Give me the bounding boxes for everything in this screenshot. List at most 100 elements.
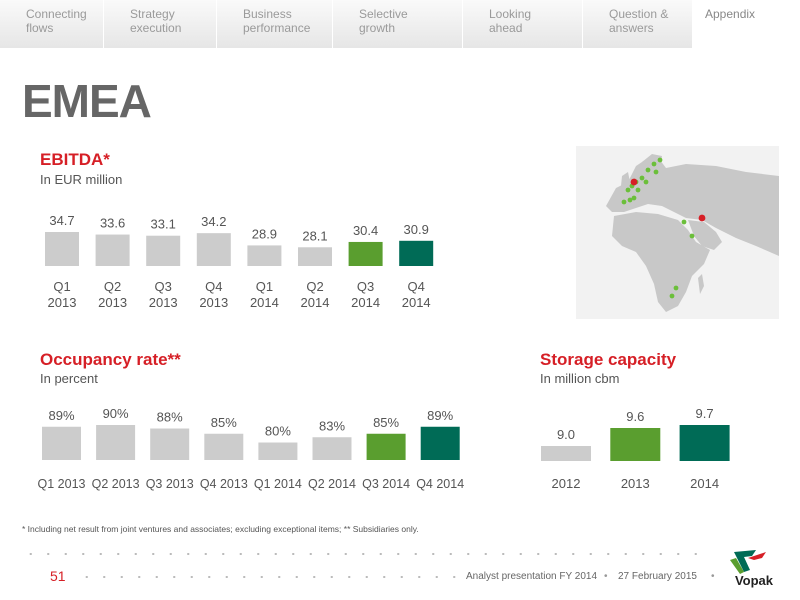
terminal-dot [639, 175, 645, 181]
ebitda-value-label: 33.1 [151, 217, 176, 232]
terminal-dot [635, 187, 641, 193]
occupancy-value-label: 85% [211, 415, 237, 430]
occupancy-bar [42, 426, 81, 460]
africa-land [612, 212, 710, 312]
storage-category-label: 2012 [552, 476, 581, 491]
storage-bar [541, 446, 591, 461]
ebitda-bar [298, 247, 332, 266]
ebitda-value-label: 33.6 [100, 216, 125, 231]
occupancy-value-label: 88% [157, 410, 183, 425]
occupancy-value-label: 80% [265, 424, 291, 439]
tab-question-answers[interactable]: Question & answers [583, 0, 693, 48]
occupancy-category-label: Q4 2013 [200, 477, 248, 491]
terminal-markers [621, 157, 706, 299]
emea-map-drawing [606, 154, 779, 312]
storage-bar [679, 425, 730, 461]
occupancy-category-label: Q4 2014 [416, 477, 464, 491]
ebitda-category-label: 2013 [199, 295, 228, 310]
terminal-dot [621, 199, 627, 205]
tab-label: Connecting [26, 7, 87, 21]
page-title: EMEA [22, 75, 152, 127]
uk-land [621, 172, 630, 190]
tab-label: performance [243, 21, 311, 35]
ebitda-category-label: Q1 [53, 279, 70, 294]
occupancy-bar [366, 433, 406, 460]
tab-label: Business [243, 7, 292, 21]
vopak-logo-mark: Vopak [730, 550, 774, 588]
ebitda-category-label: Q3 [155, 279, 172, 294]
storage-title: Storage capacity [540, 350, 677, 369]
tab-business-performance[interactable]: Business performance [217, 0, 333, 48]
ebitda-value-label: 30.4 [353, 223, 378, 238]
storage-category-label: 2013 [621, 476, 650, 491]
tab-label: Looking [489, 7, 532, 21]
ebitda-bar [348, 241, 383, 266]
tab-label: Appendix [705, 7, 756, 21]
tab-connecting-flows[interactable]: Connecting flows [0, 0, 104, 48]
madagascar-land [698, 274, 704, 294]
emea-map [576, 146, 779, 319]
occupancy-value-label: 90% [103, 406, 129, 421]
tab-label: Selective [359, 7, 408, 21]
rotterdam-marker [630, 178, 638, 186]
occupancy-category-label: Q3 2013 [146, 477, 194, 491]
occupancy-value-label: 89% [427, 408, 453, 423]
tab-label: Strategy [130, 7, 175, 21]
ebitda-bar [399, 240, 434, 266]
storage-value-label: 9.0 [557, 427, 575, 442]
ebitda-bar [45, 232, 79, 266]
ebitda-category-label: 2014 [402, 295, 431, 310]
ebitda-category-label: 2014 [301, 295, 330, 310]
ebitda-bar [146, 235, 181, 266]
terminal-dot [631, 195, 637, 201]
ebitda-category-label: Q2 [306, 279, 323, 294]
footer-separator: • [604, 571, 608, 582]
tab-label: ahead [489, 21, 523, 35]
terminal-dot [645, 167, 651, 173]
ebitda-category-label: Q2 [104, 279, 121, 294]
tab-label: Question & [609, 7, 669, 21]
occupancy-bar [96, 425, 136, 460]
occupancy-category-label: Q1 2013 [38, 477, 86, 491]
ebitda-category-label: 2014 [351, 295, 380, 310]
ebitda-value-label: 28.1 [302, 228, 327, 243]
tab-label: answers [609, 21, 654, 35]
footnote: * Including net result from joint ventur… [22, 524, 419, 534]
ebitda-category-label: 2013 [98, 295, 127, 310]
ebitda-bar [95, 234, 130, 266]
ebitda-category-label: 2013 [48, 295, 77, 310]
tab-label: flows [26, 21, 54, 35]
tab-selective-growth[interactable]: Selective growth [333, 0, 463, 48]
terminal-dot [681, 219, 687, 225]
occupancy-bar [150, 428, 190, 460]
occupancy-category-label: Q1 2014 [254, 477, 302, 491]
tab-strategy-execution[interactable]: Strategy execution [104, 0, 217, 48]
page-number: 51 [50, 568, 66, 584]
section-nav: Connecting flows Strategy execution Busi… [0, 0, 800, 48]
tab-looking-ahead[interactable]: Looking ahead [463, 0, 583, 48]
ebitda-bar [247, 245, 282, 266]
occupancy-bar [420, 426, 460, 460]
ebitda-category-label: Q3 [357, 279, 374, 294]
ebitda-category-label: 2013 [149, 295, 178, 310]
divider-dots [22, 553, 712, 555]
storage-subtitle: In million cbm [540, 371, 620, 386]
terminal-dot [657, 157, 663, 163]
terminal-dot [643, 179, 649, 185]
occupancy-value-label: 89% [48, 408, 74, 423]
storage-value-label: 9.7 [696, 406, 714, 421]
storage-category-label: 2014 [690, 476, 719, 491]
ebitda-category-label: Q1 [256, 279, 273, 294]
terminal-dot [673, 285, 679, 291]
vopak-logo: Vopak [722, 548, 786, 588]
terminal-dot [689, 233, 695, 239]
tab-appendix[interactable]: Appendix [693, 0, 800, 48]
occupancy-subtitle: In percent [40, 371, 98, 386]
footer-presentation: Analyst presentation FY 2014 [466, 571, 598, 582]
storage-value-label: 9.6 [626, 409, 644, 424]
ebitda-category-label: Q4 [408, 279, 425, 294]
tab-label: execution [130, 21, 182, 35]
